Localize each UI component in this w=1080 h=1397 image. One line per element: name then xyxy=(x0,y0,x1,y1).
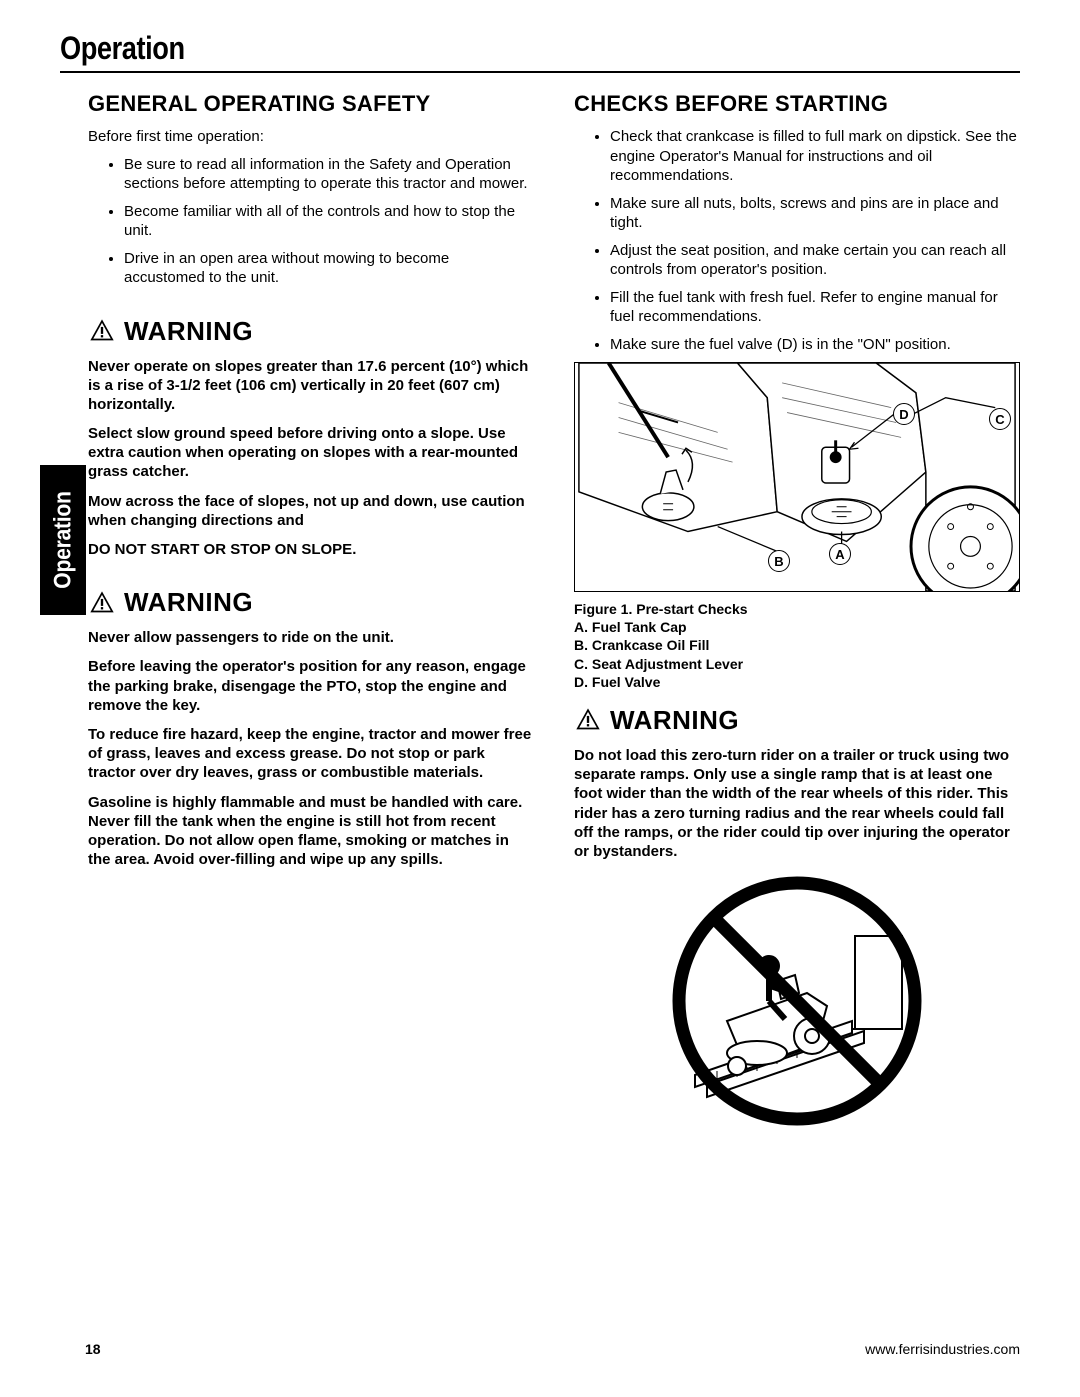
warning-icon xyxy=(88,317,116,345)
right-column: CHECKS BEFORE STARTING Check that crankc… xyxy=(574,91,1020,1131)
warn-para: Select slow ground speed before driving … xyxy=(88,424,534,482)
pre-start-figure: A B C D xyxy=(574,362,1020,592)
warning-label: WARNING xyxy=(124,587,253,618)
left-intro: Before first time operation: xyxy=(88,127,534,147)
left-h2: GENERAL OPERATING SAFETY xyxy=(88,91,534,117)
prohibit-figure xyxy=(667,871,927,1131)
list-item: Check that crankcase is filled to full m… xyxy=(610,127,1020,186)
warning-header: WARNING xyxy=(574,705,1020,736)
columns: GENERAL OPERATING SAFETY Before first ti… xyxy=(60,91,1020,1131)
right-bullets: Check that crankcase is filled to full m… xyxy=(574,127,1020,354)
fig-label-a: A xyxy=(829,543,851,565)
warning-label: WARNING xyxy=(124,316,253,347)
warn-para: Gasoline is highly flammable and must be… xyxy=(88,793,534,870)
section-title: Operation xyxy=(60,30,876,67)
list-item: Drive in an open area without mowing to … xyxy=(124,249,534,288)
warning-icon xyxy=(88,589,116,617)
warn-para: To reduce fire hazard, keep the engine, … xyxy=(88,725,534,783)
right-h2: CHECKS BEFORE STARTING xyxy=(574,91,1020,117)
list-item: Make sure the fuel valve (D) is in the "… xyxy=(610,335,1020,355)
list-item: Fill the fuel tank with fresh fuel. Refe… xyxy=(610,288,1020,327)
list-item: Be sure to read all information in the S… xyxy=(124,155,534,194)
fig-label-b: B xyxy=(768,550,790,572)
left-bullets: Be sure to read all information in the S… xyxy=(88,155,534,288)
page-number: 18 xyxy=(85,1341,101,1357)
warning-block-1: WARNING Never operate on slopes greater … xyxy=(88,316,534,560)
caption-a: A. Fuel Tank Cap xyxy=(574,618,1020,636)
warn-para: Before leaving the operator's position f… xyxy=(88,657,534,715)
side-tab: Operation xyxy=(40,465,86,615)
warning-header: WARNING xyxy=(88,316,534,347)
fig-label-c: C xyxy=(989,408,1011,430)
warning-label: WARNING xyxy=(610,705,739,736)
figure-caption: Figure 1. Pre-start Checks A. Fuel Tank … xyxy=(574,600,1020,691)
section-rule xyxy=(60,71,1020,73)
warn-para: Never operate on slopes greater than 17.… xyxy=(88,357,534,415)
page: Operation Operation GENERAL OPERATING SA… xyxy=(0,0,1080,1397)
list-item: Become familiar with all of the controls… xyxy=(124,202,534,241)
warning-block-2: WARNING Never allow passengers to ride o… xyxy=(88,587,534,869)
list-item: Adjust the seat position, and make certa… xyxy=(610,241,1020,280)
section-header: Operation xyxy=(60,30,1020,73)
footer: 18 www.ferrisindustries.com xyxy=(85,1341,1020,1357)
warn-para: Mow across the face of slopes, not up an… xyxy=(88,492,534,530)
footer-url: www.ferrisindustries.com xyxy=(865,1341,1020,1357)
warning-icon xyxy=(574,706,602,734)
warn-para: Do not load this zero-turn rider on a tr… xyxy=(574,746,1020,861)
caption-title: Figure 1. Pre-start Checks xyxy=(574,600,1020,618)
caption-b: B. Crankcase Oil Fill xyxy=(574,636,1020,654)
caption-d: D. Fuel Valve xyxy=(574,673,1020,691)
warn-para: Never allow passengers to ride on the un… xyxy=(88,628,534,647)
side-tab-label: Operation xyxy=(49,491,77,588)
fig-label-d: D xyxy=(893,403,915,425)
warn-para: DO NOT START OR STOP ON SLOPE. xyxy=(88,540,534,559)
caption-c: C. Seat Adjustment Lever xyxy=(574,655,1020,673)
left-column: GENERAL OPERATING SAFETY Before first ti… xyxy=(60,91,534,1131)
figure-svg xyxy=(575,363,1019,591)
warning-header: WARNING xyxy=(88,587,534,618)
warning-block-3: WARNING Do not load this zero-turn rider… xyxy=(574,705,1020,861)
list-item: Make sure all nuts, bolts, screws and pi… xyxy=(610,194,1020,233)
